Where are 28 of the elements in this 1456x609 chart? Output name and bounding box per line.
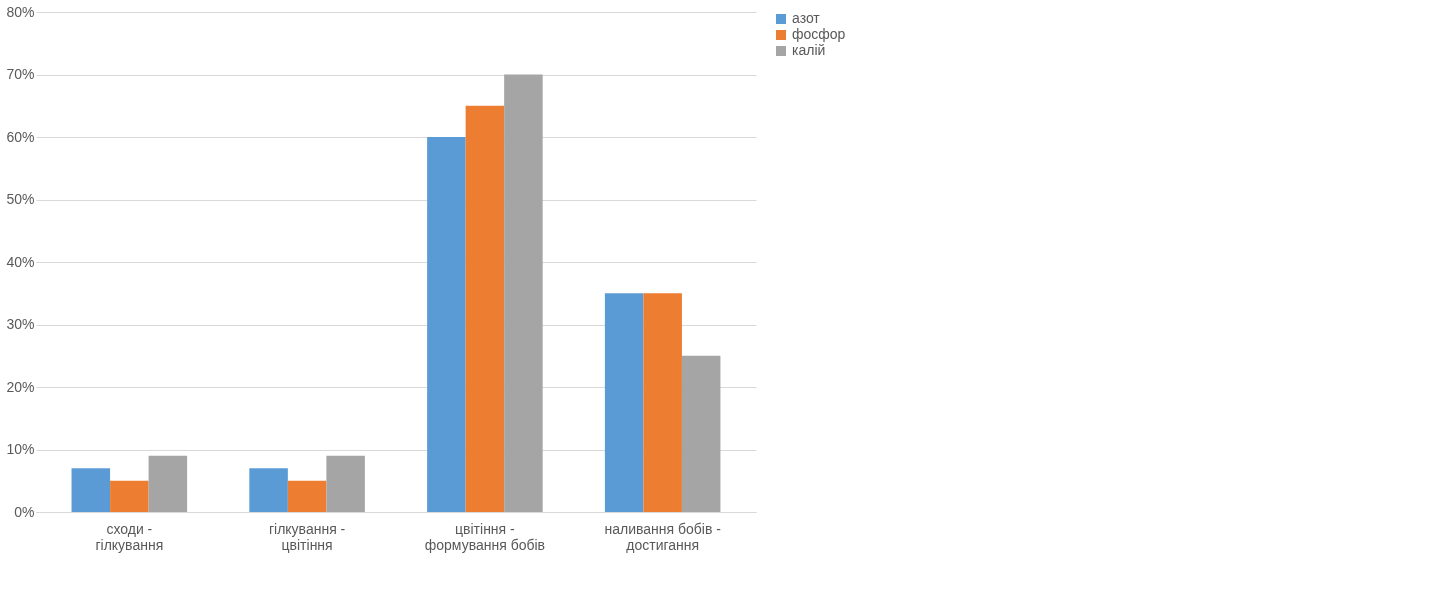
x-tick-label: наливання бобів - достигання: [604, 520, 722, 553]
x-tick-label: гілкування - цвітіння: [268, 520, 346, 553]
y-tick-label: 20%: [6, 378, 35, 395]
bar: [427, 137, 466, 512]
y-tick-label: 10%: [6, 441, 35, 457]
y-tick-label: 30%: [6, 316, 35, 332]
bar: [148, 455, 188, 512]
y-tick-label: 0%: [14, 503, 35, 520]
bar: [287, 480, 327, 512]
y-tick-label: 60%: [6, 128, 35, 145]
x-tick-label: сходи - гілкування: [95, 520, 164, 553]
legend-label: фосфор: [792, 26, 846, 42]
bar: [604, 293, 644, 512]
x-tick-label: цвітіння - формування бобів: [424, 520, 546, 553]
y-tick-label: 50%: [6, 191, 35, 207]
y-tick-label: 40%: [6, 253, 35, 270]
y-tick-label: 70%: [6, 66, 35, 82]
bar: [110, 480, 149, 512]
bar: [643, 293, 682, 512]
y-tick-label: 80%: [6, 3, 35, 20]
bar: [326, 455, 365, 512]
bar: [504, 74, 543, 512]
bar: [249, 468, 288, 512]
legend-label: азот: [792, 10, 821, 26]
bar: [465, 105, 505, 512]
bar: [71, 468, 111, 512]
bar: [681, 355, 721, 512]
legend-label: калій: [792, 42, 826, 58]
